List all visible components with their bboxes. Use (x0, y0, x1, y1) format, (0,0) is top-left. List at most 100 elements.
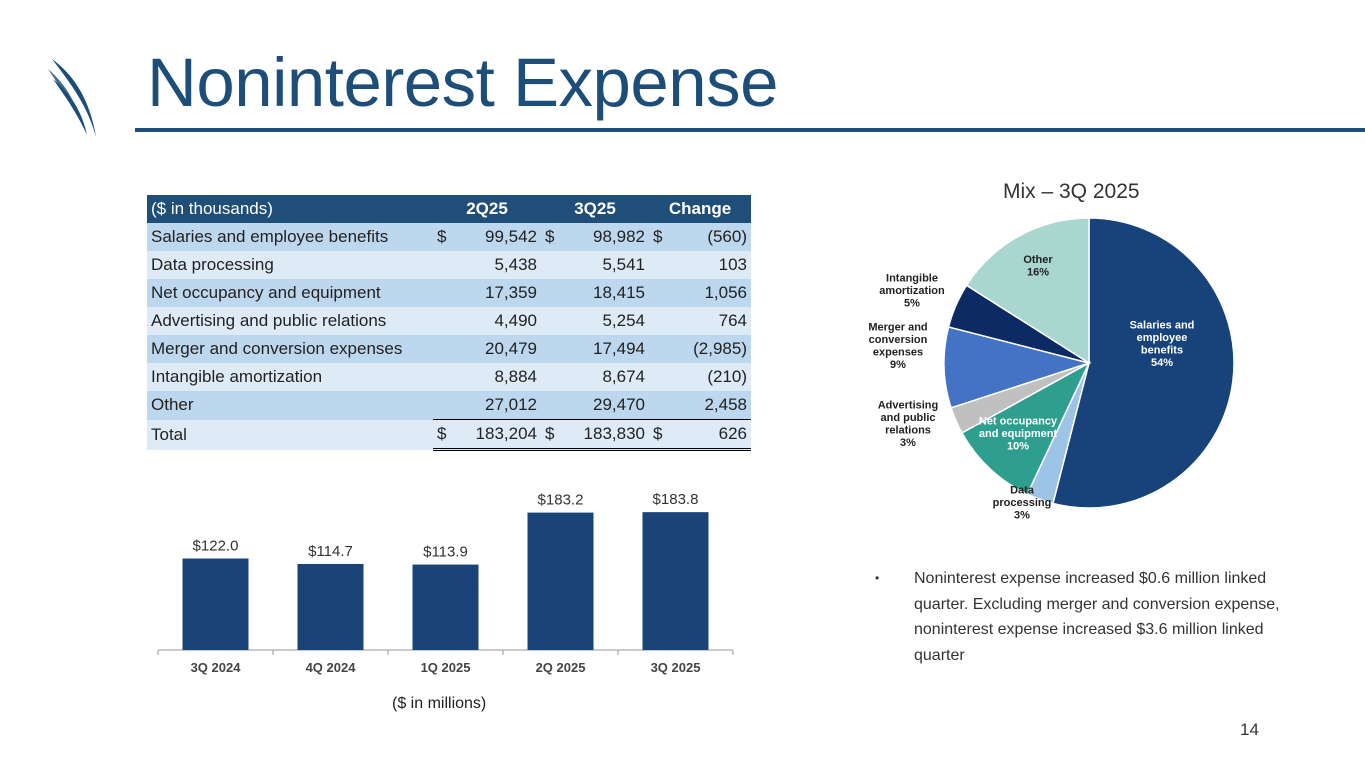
bar (527, 512, 594, 650)
column-header-label: ($ in thousands) (147, 195, 433, 223)
cell-value: 17,359 (485, 283, 537, 302)
pie-slice-label: Salaries and (1130, 319, 1195, 331)
table-row: Intangible amortization 8,884 8,674 (210) (147, 363, 751, 391)
pie-slice-label: and public (881, 412, 936, 424)
pie-slice-label: 9% (890, 359, 906, 371)
page-number: 14 (1240, 720, 1259, 739)
company-logo-icon (48, 59, 96, 137)
bar-data-label: $114.7 (308, 543, 353, 560)
dollar-sign: $ (545, 227, 555, 246)
pie-slice-label: relations (885, 424, 931, 436)
column-header-2q25: 2Q25 (433, 195, 541, 223)
cell-value: 8,884 (494, 367, 537, 386)
pie-slice-label: expenses (873, 346, 923, 358)
cell-value: 98,982 (593, 227, 645, 246)
pie-slice-label: Net occupancy (979, 416, 1058, 428)
table-row: Other 27,012 29,470 2,458 (147, 391, 751, 420)
bar (182, 558, 249, 650)
cell-value: 29,470 (593, 395, 645, 414)
bar (412, 564, 479, 650)
cell-value: 5,438 (494, 255, 537, 274)
pie-slice-label: Intangible (886, 273, 938, 285)
cell-q2: 17,359 (433, 279, 541, 307)
pie-slice-label: Data (1010, 485, 1035, 497)
cell-value: 5,541 (602, 255, 645, 274)
dollar-sign: $ (545, 424, 555, 443)
dollar-sign: $ (437, 424, 447, 443)
cell-value: 103 (718, 255, 747, 274)
cell-change: $ (560) (649, 223, 751, 251)
table-row: Net occupancy and equipment 17,359 18,415 1… (147, 279, 751, 307)
pie-slice-label: Advertising (878, 399, 939, 411)
cell-q2: $183,204 (433, 419, 541, 451)
cell-change: $626 (649, 419, 751, 451)
cell-value: 99,542 (485, 227, 537, 246)
page-title: Noninterest Expense (147, 44, 779, 121)
table-row: Salaries and employee benefits $99,542 $98… (147, 223, 751, 251)
cell-value: 5,254 (602, 311, 645, 330)
cell-value: 183,204 (475, 424, 537, 443)
pie-slice-label: 3% (1014, 510, 1030, 522)
pie-slice-label: 54% (1151, 357, 1173, 369)
pie-slice (960, 361, 1091, 496)
cell-value: 2,458 (704, 395, 747, 414)
bullet-marker: • (875, 571, 880, 585)
quarterly-expense-bar-chart: $122.0 3Q 2024 $114.7 4Q 2024 $113.9 1Q 2025 $… (157, 491, 734, 675)
bar (642, 512, 709, 650)
pie-slice-label: processing (993, 497, 1052, 509)
row-label: Total (147, 419, 433, 450)
table-row: Total $183,204 $183,830 $626 (147, 419, 751, 451)
table-row: Data processing 5,438 5,541 103 (147, 251, 751, 279)
cell-change: (210) (649, 363, 751, 391)
pie-slice-label: amortization (879, 285, 945, 297)
cell-q2: 5,438 (433, 251, 541, 279)
x-axis-tick-label: 1Q 2025 (421, 660, 471, 675)
x-axis-tick-label: 3Q 2024 (191, 660, 242, 675)
cell-value: 4,490 (494, 311, 537, 330)
cell-q3: 5,541 (541, 251, 649, 279)
pie-slice-label: 10% (1007, 441, 1029, 453)
cell-value: (560) (707, 227, 747, 246)
pie-chart-title: Mix – 3Q 2025 (1003, 180, 1140, 203)
x-axis-tick-label: 4Q 2024 (306, 660, 357, 675)
pie-slice-label: 3% (900, 437, 916, 449)
cell-change: 103 (649, 251, 751, 279)
table-row: Merger and conversion expenses 20,479 17,4… (147, 335, 751, 363)
cell-q2: 20,479 (433, 335, 541, 363)
row-label: Intangible amortization (147, 363, 433, 391)
column-header-3q25: 3Q25 (541, 195, 649, 223)
bar-data-label: $183.8 (653, 491, 699, 508)
cell-q3: 18,415 (541, 279, 649, 307)
cell-q3: $98,982 (541, 223, 649, 251)
row-label: Net occupancy and equipment (147, 279, 433, 307)
expense-table: ($ in thousands) 2Q25 3Q25 Change Salari… (147, 195, 751, 451)
cell-value: (2,985) (693, 339, 747, 358)
cell-value: 183,830 (583, 424, 645, 443)
pie-slice-label: and equipment (979, 428, 1058, 440)
pie-slice-label: conversion (869, 334, 928, 346)
commentary-text: Noninterest expense increased $0.6 milli… (914, 570, 1280, 664)
dollar-sign: $ (437, 227, 447, 246)
table-header-row: ($ in thousands) 2Q25 3Q25 Change (147, 195, 751, 223)
bar-chart-units-note: ($ in millions) (392, 695, 487, 712)
cell-q2: 27,012 (433, 391, 541, 420)
pie-slice-label: 16% (1027, 266, 1049, 278)
cell-change: 1,056 (649, 279, 751, 307)
cell-value: 764 (718, 311, 747, 330)
pie-slice-label: employee (1137, 332, 1188, 344)
pie-slice (943, 326, 1092, 409)
cell-value: 27,012 (485, 395, 537, 414)
cell-value: 1,056 (704, 283, 747, 302)
cell-value: 626 (718, 424, 747, 443)
cell-q3: $183,830 (541, 419, 649, 451)
row-label: Other (147, 391, 433, 420)
cell-q2: 8,884 (433, 363, 541, 391)
cell-q2: $99,542 (433, 223, 541, 251)
cell-change: 2,458 (649, 391, 751, 420)
cell-value: 20,479 (485, 339, 537, 358)
bar (297, 563, 364, 650)
cell-value: (210) (707, 367, 747, 386)
pie-slice (1052, 217, 1235, 509)
cell-q3: 17,494 (541, 335, 649, 363)
